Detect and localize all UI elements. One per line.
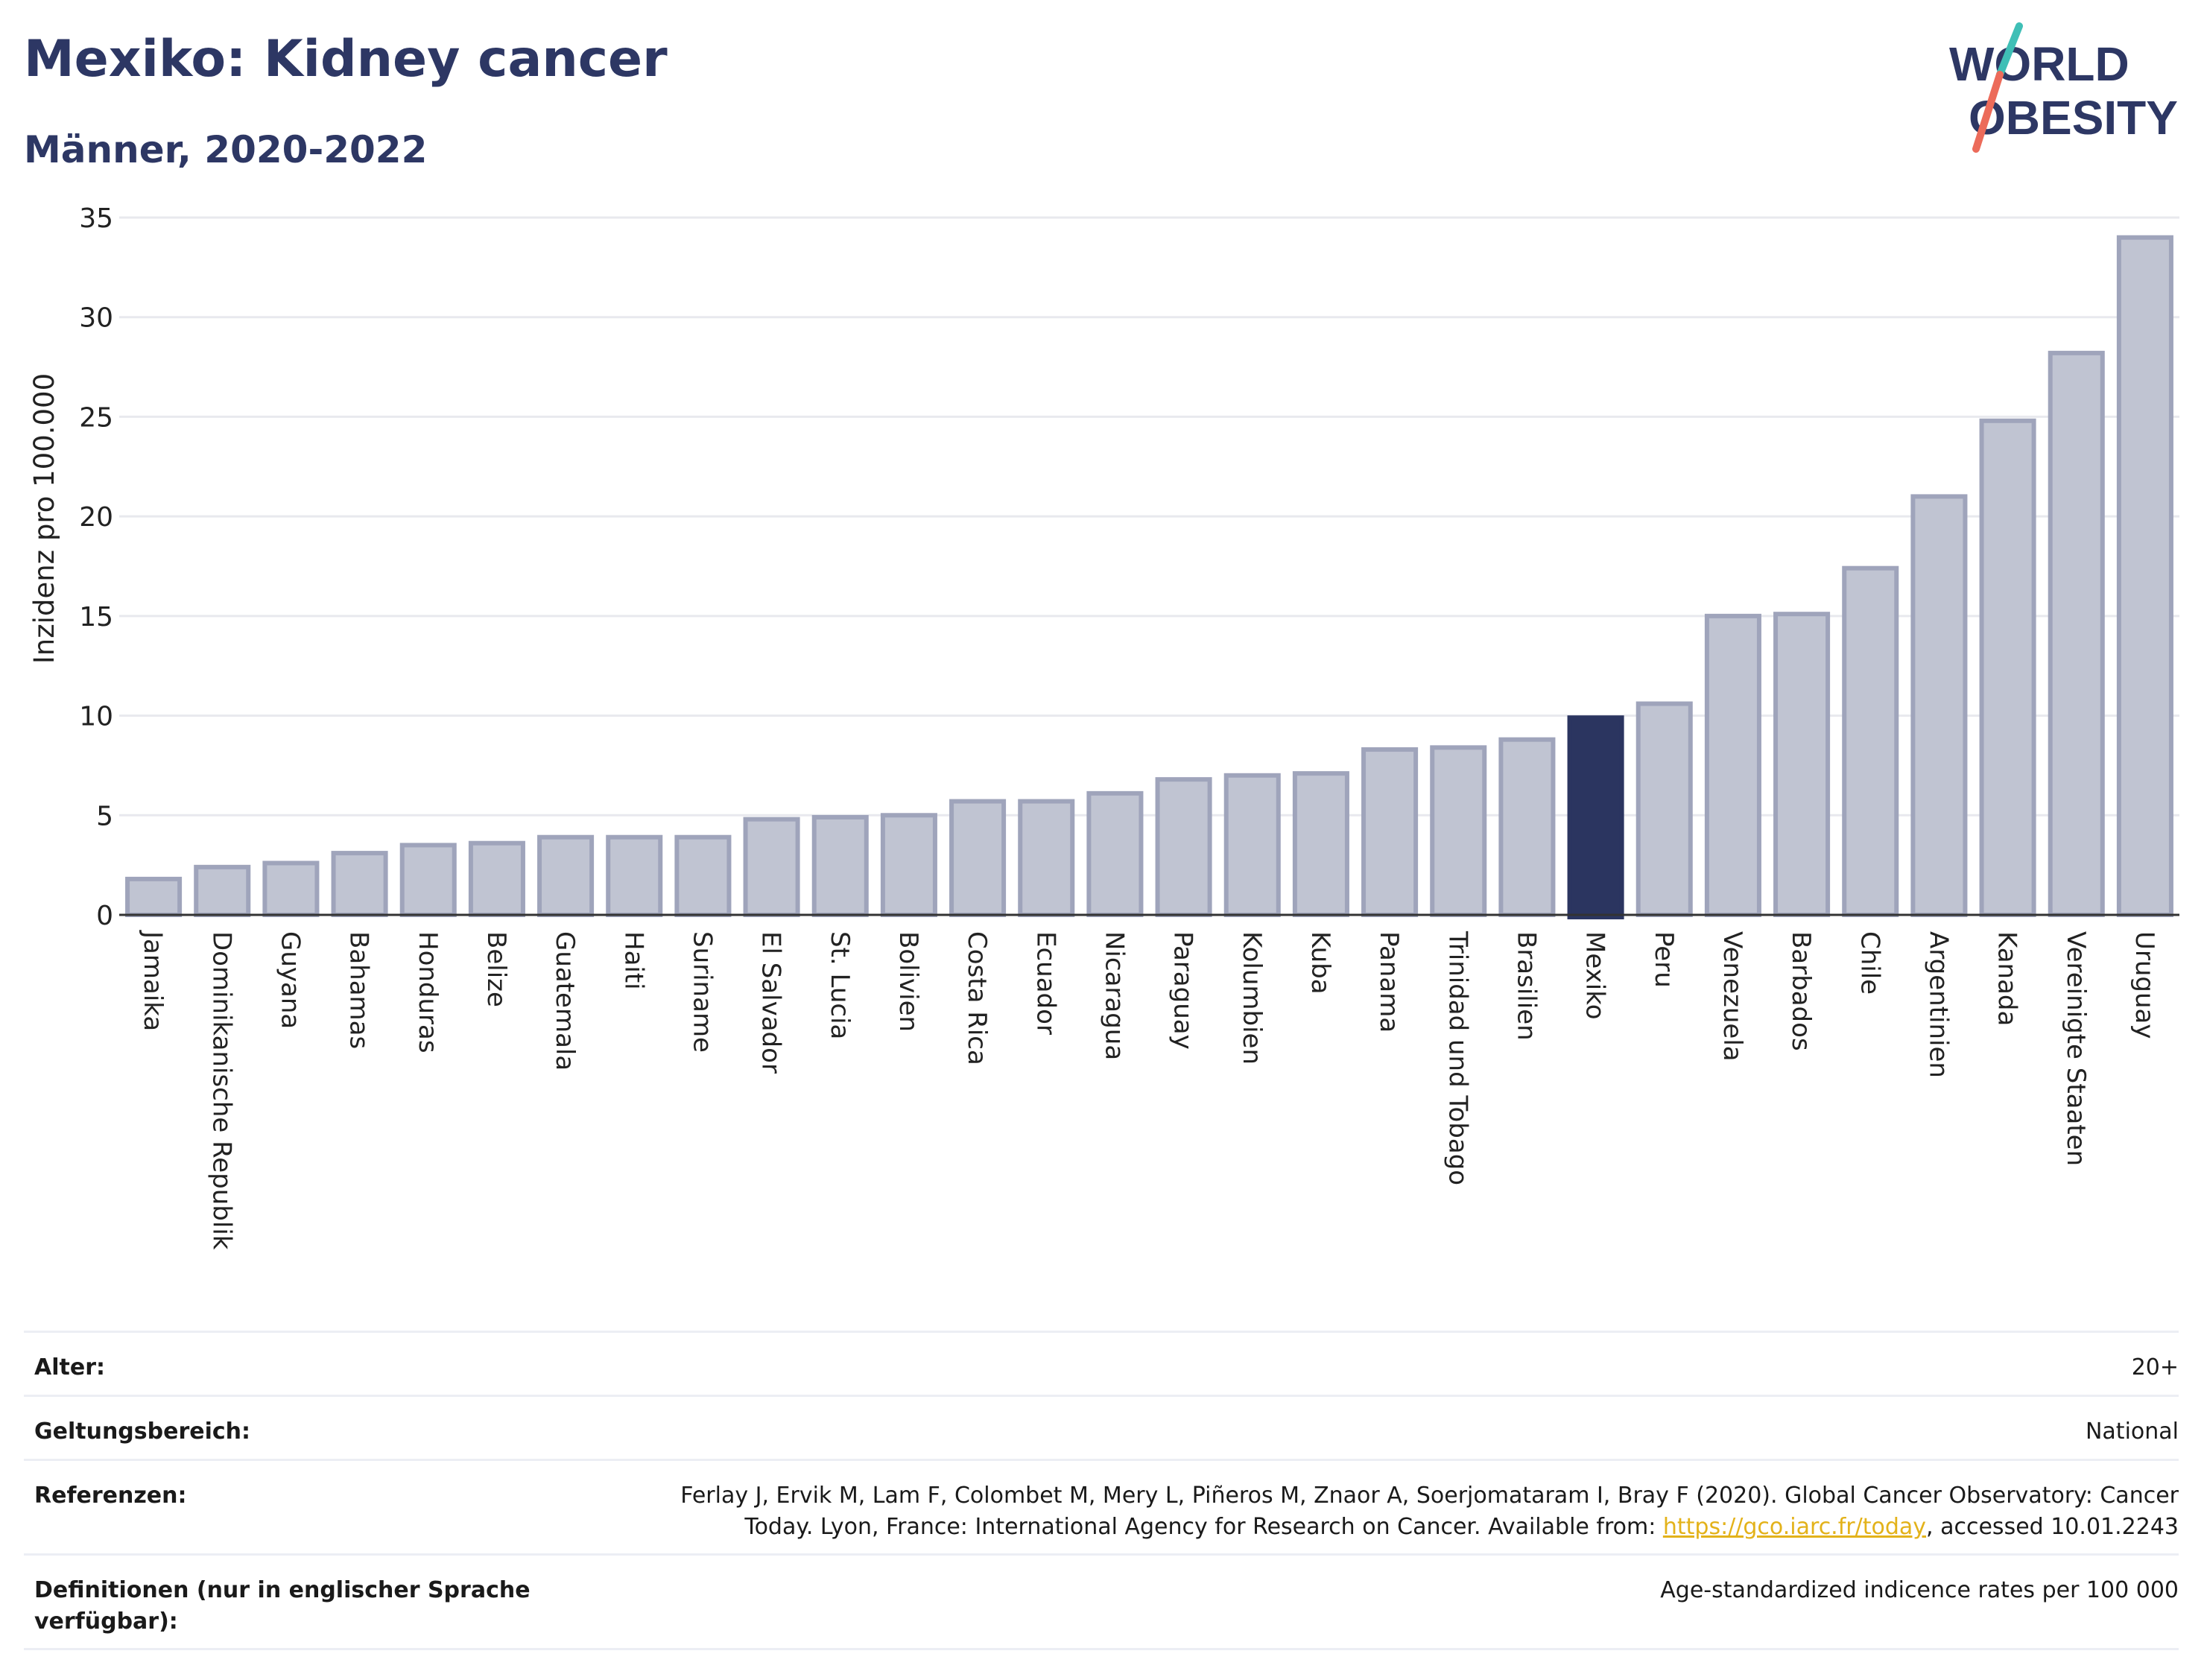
x-tick-label: El Salvador <box>756 931 786 1074</box>
references-text-1: Ferlay J, Ervik M, Lam F, Colombet M, Me… <box>680 1483 2179 1509</box>
x-tick-label: Argentinien <box>1923 931 1953 1078</box>
logo-text-obesity: OBESITY <box>1969 91 2178 145</box>
bar-paraguay <box>1155 777 1212 917</box>
chart-title: Mexiko: Kidney cancer <box>24 30 668 89</box>
y-tick-label: 20 <box>79 502 113 533</box>
bar-bolivien <box>880 813 937 918</box>
y-tick-label: 30 <box>79 303 113 334</box>
definitions-value: Age-standardized indicence rates per 100… <box>601 1553 2179 1650</box>
x-tick-label: Barbados <box>1786 931 1816 1051</box>
scope-value: National <box>601 1395 2179 1460</box>
bar-trinidad-und-tobago <box>1430 745 1487 917</box>
x-tick-label: Dominikanische Republik <box>206 931 236 1250</box>
logo-text-world: WORLD <box>1949 37 2129 91</box>
bar-nicaragua <box>1086 790 1144 917</box>
x-tick-label: Kolumbien <box>1237 931 1267 1065</box>
bar-suriname <box>674 834 732 918</box>
bar-brasilien <box>1498 737 1556 917</box>
bar-uruguay <box>2116 235 2173 917</box>
meta-row-definitions: Definitionen (nur in englischer Sprache … <box>24 1553 2179 1650</box>
x-tick-label: Vereinigte Staaten <box>2061 931 2091 1166</box>
bar-kolumbien <box>1223 773 1281 918</box>
x-tick-label: Uruguay <box>2129 931 2159 1039</box>
meta-row-scope: Geltungsbereich: National <box>24 1395 2179 1460</box>
x-tick-label: Jamaika <box>138 930 168 1031</box>
y-tick-label: 5 <box>96 801 113 831</box>
x-tick-label: Brasilien <box>1511 931 1541 1041</box>
references-label: Referenzen: <box>24 1459 601 1555</box>
bar-barbados <box>1773 612 1831 917</box>
x-tick-label: Ecuador <box>1030 931 1060 1035</box>
x-tick-label: St. Lucia <box>825 931 855 1039</box>
x-tick-label: Kuba <box>1305 931 1335 995</box>
references-text-3: , accessed 10.01.2243 <box>1926 1514 2179 1540</box>
world-obesity-logo: WORLD OBESITY <box>1949 22 2178 153</box>
definitions-label: Definitionen (nur in englischer Sprache … <box>24 1553 601 1650</box>
bar-el-salvador <box>743 817 800 917</box>
x-tick-label: Venezuela <box>1717 931 1747 1062</box>
metadata-table: Alter: 20+ Geltungsbereich: National Ref… <box>24 1331 2179 1650</box>
y-tick-label: 0 <box>96 901 113 931</box>
chart-subtitle: Männer, 2020-2022 <box>24 128 428 171</box>
x-tick-label: Nicaragua <box>1099 931 1129 1060</box>
x-tick-label: Panama <box>1374 931 1404 1033</box>
bar-kuba <box>1292 771 1349 918</box>
scope-label: Geltungsbereich: <box>24 1395 601 1460</box>
y-tick-label: 25 <box>79 402 113 433</box>
x-tick-label: Paraguay <box>1168 931 1198 1050</box>
x-tick-label: Trinidad und Tobago <box>1443 931 1472 1185</box>
x-axis-labels: Jamaika Dominikanische Republik Guyana Baha… <box>138 930 2159 1250</box>
meta-row-age: Alter: 20+ <box>24 1331 2179 1396</box>
bar-panama <box>1361 747 1419 918</box>
x-tick-label: Bahamas <box>344 931 374 1049</box>
bar-ecuador <box>1018 799 1075 917</box>
bar-honduras <box>399 843 457 918</box>
x-tick-label: Guyana <box>275 931 305 1029</box>
bar-kanada <box>1979 418 2036 917</box>
bar-st-lucia <box>811 814 869 917</box>
bar-guyana <box>262 860 320 918</box>
x-tick-label: Kanada <box>1992 931 2022 1026</box>
x-tick-label: Haiti <box>618 931 648 990</box>
references-value: Ferlay J, Ervik M, Lam F, Colombet M, Me… <box>601 1459 2179 1555</box>
x-tick-label: Mexiko <box>1580 931 1610 1020</box>
bar-chart: 0 5 10 15 20 25 30 35 Jamaika Dominikanische Rep… <box>28 203 2179 1250</box>
y-tick-label: 35 <box>79 203 113 234</box>
y-tick-label: 15 <box>79 602 113 633</box>
references-text-2: Today. Lyon, France: International Agenc… <box>744 1514 1663 1540</box>
bar-peru <box>1635 701 1693 917</box>
age-value: 20+ <box>601 1331 2179 1396</box>
references-link[interactable]: https://gco.iarc.fr/today <box>1662 1514 1927 1540</box>
y-axis-ticks: 0 5 10 15 20 25 30 35 <box>79 203 113 931</box>
logo-slash-top <box>1996 22 2023 78</box>
x-tick-label: Belize <box>481 931 511 1007</box>
bar-dominikanische-republik <box>194 864 251 917</box>
bar-vereinigte-staaten <box>2048 350 2105 917</box>
bar-haiti <box>606 834 663 918</box>
meta-row-references: Referenzen: Ferlay J, Ervik M, Lam F, Co… <box>24 1459 2179 1555</box>
x-tick-label: Suriname <box>687 931 717 1053</box>
bar-mexiko <box>1567 715 1624 919</box>
gridlines <box>119 216 2179 817</box>
bar-belize <box>468 840 525 917</box>
x-tick-label: Bolivien <box>893 931 923 1032</box>
y-tick-label: 10 <box>79 702 113 732</box>
x-tick-label: Honduras <box>413 931 443 1053</box>
bar-chile <box>1842 565 1899 917</box>
bar-jamaika <box>125 876 183 918</box>
x-tick-label: Chile <box>1855 931 1884 995</box>
x-tick-label: Guatemala <box>550 931 580 1071</box>
x-tick-label: Peru <box>1649 931 1679 988</box>
x-tick-label: Costa Rica <box>962 931 992 1065</box>
bar-venezuela <box>1704 613 1761 917</box>
y-axis-label: Inzidenz pro 100.000 <box>28 373 60 664</box>
bar-costa-rica <box>949 799 1007 917</box>
logo-slash-bottom <box>1972 71 2004 153</box>
bar-guatemala <box>537 834 595 918</box>
bar-bahamas <box>331 851 388 918</box>
age-label: Alter: <box>24 1331 601 1396</box>
bar-argentinien <box>1910 494 1968 917</box>
